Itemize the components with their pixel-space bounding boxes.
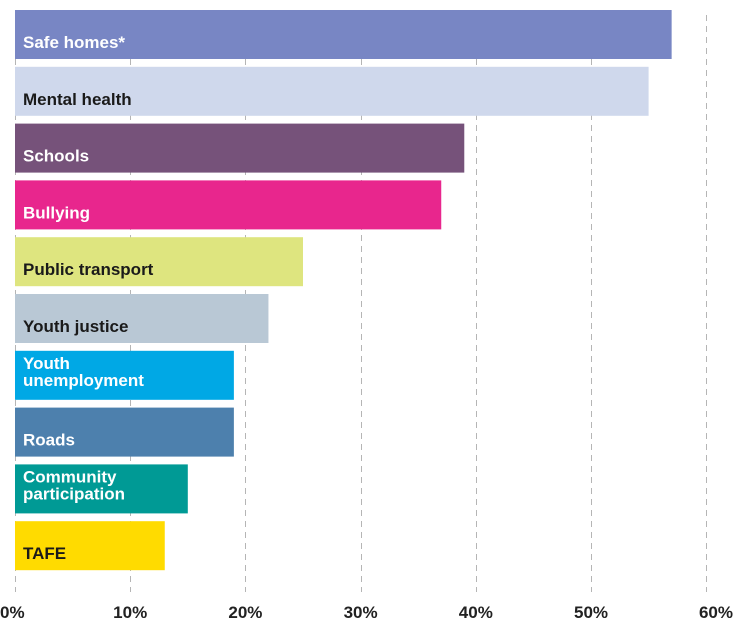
bar-label-line: Community [23,467,117,486]
bar [15,521,165,571]
bar [15,294,269,343]
bar [15,66,649,116]
x-tick-label: 0% [0,603,25,622]
bar [15,10,672,59]
bars: Safe homes* Mental health Schools Bullying P… [15,10,672,571]
bar-label: TAFE [23,544,66,563]
bar [15,237,303,287]
x-tick-label: 50% [574,603,608,622]
bar [15,464,188,514]
x-tick-label: 20% [228,603,262,622]
bar-label: Bullying [23,203,90,222]
x-tick-label: 60% [699,603,733,622]
bar-label: Public transport [23,260,154,279]
bar-label-line: participation [23,484,125,503]
bar-label-line: unemployment [23,371,144,390]
bar-label: Roads [23,431,75,450]
bar [15,350,234,400]
bar-label: Youth justice [23,317,128,336]
bar [15,407,234,457]
bar-label: Schools [23,147,89,166]
x-tick-label: 30% [344,603,378,622]
bar-label: Youth unemployment [23,354,144,390]
bar-label: Mental health [23,90,132,109]
bar [15,123,465,173]
bar-label: Community participation [23,467,125,503]
x-tick-label: 40% [459,603,493,622]
bar-label: Safe homes* [23,33,125,52]
bar-label-line: Youth [23,354,70,373]
x-axis-tick-labels: 0% 10% 20% 30% 40% 50% 60% [0,603,733,622]
bar [15,180,442,230]
x-tick-label: 10% [113,603,147,622]
